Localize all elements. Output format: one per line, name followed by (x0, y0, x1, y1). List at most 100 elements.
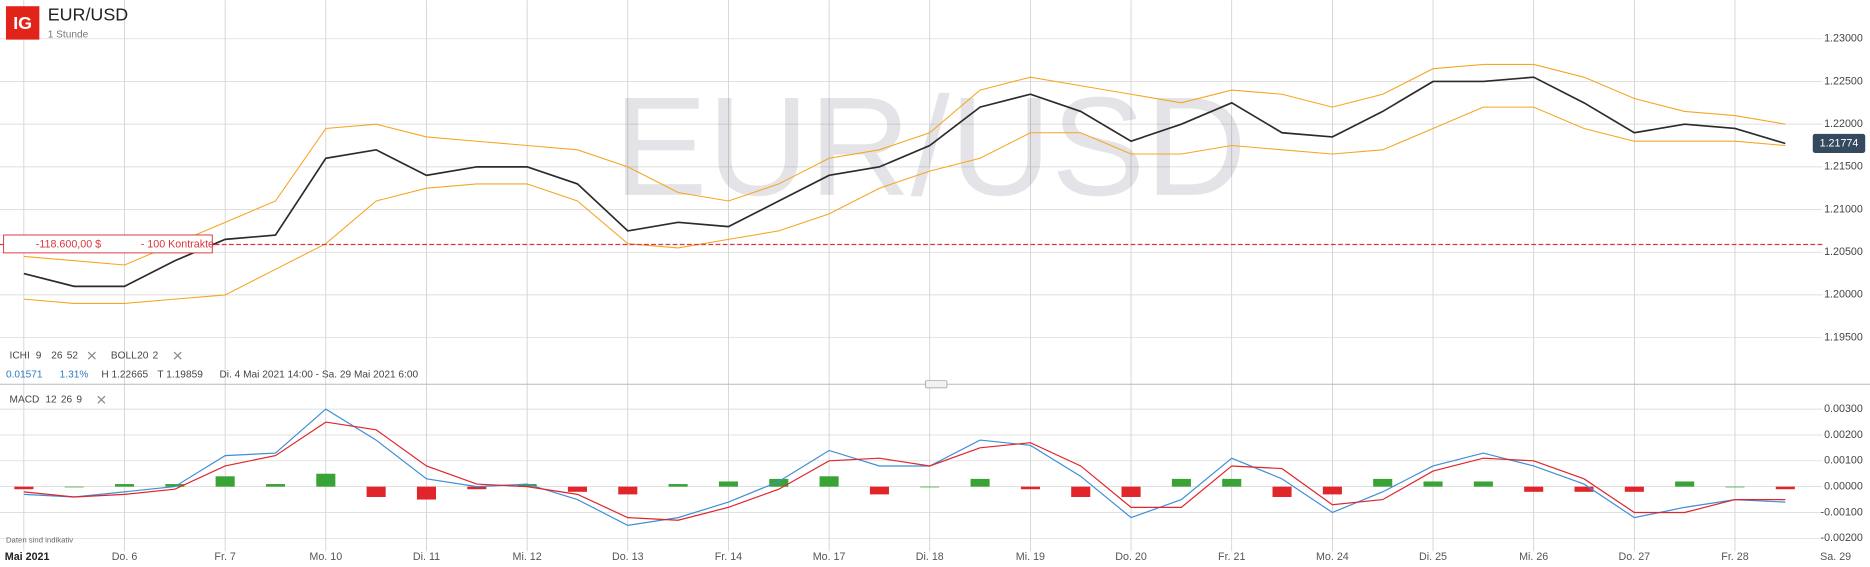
y-tick-label: 1.22000 (1824, 118, 1863, 130)
histogram-bar (1775, 486, 1795, 490)
histogram-bar (718, 481, 738, 487)
macd-line (23, 408, 1786, 526)
x-tick-label: Mo. 17 (813, 551, 846, 563)
y-tick-label: 1.19500 (1824, 331, 1863, 343)
indicator-param[interactable]: 20 (137, 350, 149, 361)
y-tick-label: 1.21000 (1824, 203, 1863, 215)
histogram-bar (1171, 478, 1191, 487)
histogram-bar (819, 476, 839, 487)
x-tick-label: Fr. 28 (1721, 551, 1748, 563)
histogram-bar (1322, 486, 1342, 495)
price-line (23, 76, 1786, 288)
position-tag[interactable] (3, 234, 213, 254)
x-tick-label: Do. 27 (1619, 551, 1651, 563)
y-tick-label: 0.00100 (1824, 455, 1863, 467)
x-tick-label: Di. 25 (1419, 551, 1447, 563)
histogram-bar (467, 486, 487, 490)
x-tick-label: Mai 2021 (5, 551, 50, 563)
histogram-bar (1071, 486, 1091, 497)
x-tick-label: Do. 6 (112, 551, 138, 563)
position-size[interactable]: - 100 Kontrakte (141, 238, 214, 250)
indicator-name[interactable]: ICHI (10, 350, 30, 361)
logo-box[interactable] (5, 6, 40, 40)
indicator-param[interactable]: 9 (76, 394, 82, 405)
signal-line (23, 421, 1786, 521)
histogram-bar (1725, 486, 1745, 488)
x-tick-label: Fr. 21 (1218, 551, 1245, 563)
indicator-param[interactable]: 26 (51, 350, 63, 361)
histogram-bar (215, 476, 235, 487)
x-tick-label: Mi. 19 (1016, 551, 1045, 563)
x-tick-label: Mo. 10 (309, 551, 342, 563)
histogram-bar (1121, 486, 1141, 497)
histogram-bar (1423, 481, 1443, 487)
histogram-bar (567, 486, 587, 492)
x-tick-label: Di. 18 (916, 551, 944, 563)
bollinger-band (23, 63, 1786, 266)
indicator-param[interactable]: 9 (36, 350, 42, 361)
range: Di. 4 Mai 2021 14:00 - Sa. 29 Mai 2021 6… (219, 369, 418, 380)
grid-layer (0, 0, 1823, 552)
last-price-tag (1812, 133, 1866, 153)
histogram-bar (1373, 478, 1393, 487)
x-tick-label: Mi. 12 (513, 551, 542, 563)
symbol: EUR/USD (48, 4, 129, 24)
indicator-param[interactable]: 2 (153, 350, 159, 361)
histogram-bar (869, 486, 889, 495)
position-pnl[interactable]: -118.600,00 $ (36, 238, 101, 250)
last-price-label: 1.21774 (1820, 137, 1859, 149)
indicator-param[interactable]: 12 (45, 394, 57, 405)
histogram-bar (1020, 486, 1040, 490)
histogram-bar (1272, 486, 1292, 497)
histogram-bar (416, 486, 437, 500)
histogram-bar (366, 486, 386, 497)
x-tick-label: Do. 13 (612, 551, 644, 563)
plot-layer: -118.600,00 $ - 100 Kontrakte 1.21774 (0, 63, 1866, 526)
x-tick-label: Do. 20 (1115, 551, 1147, 563)
histogram-bar (517, 484, 537, 487)
y-tick-label: 1.20000 (1824, 289, 1863, 301)
indicator-name[interactable]: BOLL (111, 350, 137, 361)
indicator-param[interactable]: 26 (61, 394, 73, 405)
x-tick-label: Di. 11 (413, 551, 440, 563)
close-button[interactable] (173, 351, 182, 360)
close-button[interactable] (87, 351, 96, 360)
histogram-bar (165, 484, 185, 487)
x-tick-label: Fr. 7 (214, 551, 235, 563)
histogram-bar (1574, 486, 1594, 492)
histogram-bar (618, 486, 638, 495)
x-tick-label: Mo. 24 (1316, 551, 1349, 563)
indicator-param[interactable]: 52 (67, 350, 79, 361)
y-tick-label: 0.00000 (1824, 480, 1863, 492)
histogram-bar (970, 478, 990, 487)
y-tick-label: -0.00100 (1821, 506, 1863, 518)
histogram-bar (1524, 486, 1544, 492)
histogram-bar (1624, 486, 1644, 492)
indicator-name[interactable]: MACD (10, 394, 40, 405)
histogram-bar (1675, 481, 1695, 487)
histogram-bar (1222, 478, 1242, 487)
interval: 1 Stunde (48, 30, 89, 41)
y-tick-label: 1.20500 (1824, 246, 1863, 258)
y-tick-label: 1.22500 (1824, 75, 1863, 87)
histogram-bar (1473, 481, 1493, 487)
histogram-bar (668, 484, 688, 487)
close-button[interactable] (97, 395, 106, 404)
footnote: Daten sind indikativ (6, 536, 73, 545)
change: 0.01571 (6, 369, 43, 380)
y-tick-label: 1.23000 (1824, 33, 1863, 45)
logo[interactable]: IG (13, 13, 32, 33)
high: H 1.22665 (101, 369, 148, 380)
y-tick-label: 0.00300 (1824, 403, 1863, 415)
x-tick-label: Mi. 26 (1519, 551, 1548, 563)
low: T 1.19859 (157, 369, 203, 380)
x-tick-label: Fr. 14 (715, 551, 742, 563)
histogram-bar (14, 486, 34, 490)
resize-handle[interactable] (925, 380, 948, 389)
histogram-bar (316, 473, 336, 487)
y-tick-label: 1.21500 (1824, 161, 1863, 173)
y-tick-label: 0.00200 (1824, 429, 1863, 441)
